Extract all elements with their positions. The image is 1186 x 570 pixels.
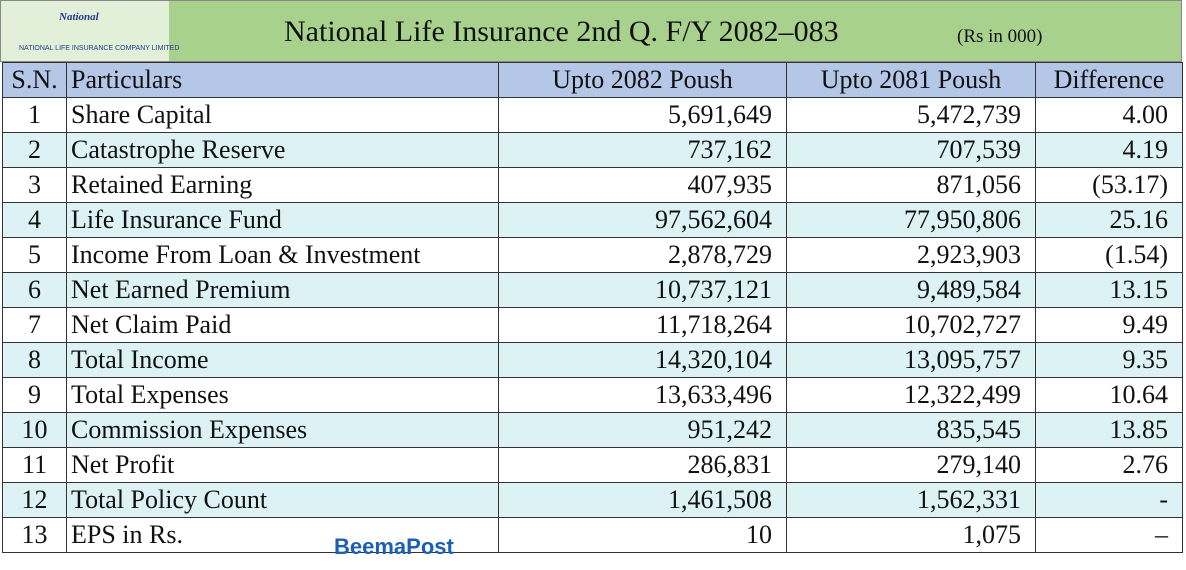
cell: 11 bbox=[2, 447, 67, 483]
cell: - bbox=[1035, 482, 1183, 518]
cell: (1.54) bbox=[1035, 237, 1183, 273]
cell: Retained Earning bbox=[66, 167, 499, 203]
cell: 737,162 bbox=[498, 132, 787, 168]
table-row: 12 Total Policy Count 1,461,508 1,562,331- bbox=[2, 482, 1183, 518]
logo: National NATIONAL LIFE INSURANCE COMPANY… bbox=[1, 1, 179, 61]
cell: 4.19 bbox=[1035, 132, 1183, 168]
cell: 1,562,331 bbox=[786, 482, 1036, 518]
cell: 2,923,903 bbox=[786, 237, 1036, 273]
header-row: S.N. Particulars Upto 2082 Poush Upto 2081 … bbox=[2, 62, 1183, 98]
cell: 13 bbox=[2, 517, 67, 553]
cell: 13,095,757 bbox=[786, 342, 1036, 378]
cell: 12 bbox=[2, 482, 67, 518]
cell: Commission Expenses bbox=[66, 412, 499, 448]
cell: 9,489,584 bbox=[786, 272, 1036, 308]
cell: 9.49 bbox=[1035, 307, 1183, 343]
cell: 5 bbox=[2, 237, 67, 273]
header: National NATIONAL LIFE INSURANCE COMPANY… bbox=[0, 0, 1182, 62]
cell: 286,831 bbox=[498, 447, 787, 483]
cell: (53.17) bbox=[1035, 167, 1183, 203]
column-header: Upto 2082 Poush bbox=[498, 62, 787, 98]
cell: 10 bbox=[498, 517, 787, 553]
cell: 835,545 bbox=[786, 412, 1036, 448]
cell: Total Policy Count bbox=[66, 482, 499, 518]
cell: 5,691,649 bbox=[498, 97, 787, 133]
column-header: Particulars bbox=[66, 62, 499, 98]
cell: 9.35 bbox=[1035, 342, 1183, 378]
cell: 10.64 bbox=[1035, 377, 1183, 413]
cell: 11,718,264 bbox=[498, 307, 787, 343]
cell: 77,950,806 bbox=[786, 202, 1036, 238]
cell: 25.16 bbox=[1035, 202, 1183, 238]
cell: 279,140 bbox=[786, 447, 1036, 483]
cell: Net Claim Paid bbox=[66, 307, 499, 343]
cell: 4 bbox=[2, 202, 67, 238]
title: National Life Insurance 2nd Q. F/Y 2082–… bbox=[284, 15, 839, 48]
table-row: 10 Commission Expenses 951,242 835,545 13.85 bbox=[2, 412, 1183, 448]
logo-text: NATIONAL LIFE INSURANCE COMPANY LIMITED bbox=[19, 45, 180, 52]
cell: Share Capital bbox=[66, 97, 499, 133]
cell: 13.85 bbox=[1035, 412, 1183, 448]
cell: Catastrophe Reserve bbox=[66, 132, 499, 168]
cell: 1,075 bbox=[786, 517, 1036, 553]
logo-name: National bbox=[59, 11, 99, 23]
cell: 1 bbox=[2, 97, 67, 133]
watermark: BeemaPost bbox=[334, 534, 454, 559]
cell: 12,322,499 bbox=[786, 377, 1036, 413]
table-row: 4 Life Insurance Fund 97,562,604 77,950,806… bbox=[2, 202, 1183, 238]
cell: Net Earned Premium bbox=[66, 272, 499, 308]
cell: 14,320,104 bbox=[498, 342, 787, 378]
cell: 10,702,727 bbox=[786, 307, 1036, 343]
cell: 3 bbox=[2, 167, 67, 203]
cell: 97,562,604 bbox=[498, 202, 787, 238]
cell: Total Income bbox=[66, 342, 499, 378]
cell: 10 bbox=[2, 412, 67, 448]
cell: 2 bbox=[2, 132, 67, 168]
table-row: 8 Total Income 14,320,104 13,095,757 9.35 bbox=[2, 342, 1183, 378]
cell: – bbox=[1035, 517, 1183, 553]
column-header: Upto 2081 Poush bbox=[786, 62, 1036, 98]
table-row: 3 Retained Earning 407,935 871,056 (53.17) bbox=[2, 167, 1183, 203]
table-row: 13 EPS in Rs. 10 1,075– bbox=[2, 517, 1183, 553]
cell: 5,472,739 bbox=[786, 97, 1036, 133]
cell: 9 bbox=[2, 377, 67, 413]
cell: Net Profit bbox=[66, 447, 499, 483]
table-row: 6 Net Earned Premium 10,737,121 9,489,584 13… bbox=[2, 272, 1183, 308]
cell: 407,935 bbox=[498, 167, 787, 203]
column-header: Difference bbox=[1035, 62, 1183, 98]
cell: 2.76 bbox=[1035, 447, 1183, 483]
table-row: 5 Income From Loan & Investment 2,878,729 2… bbox=[2, 237, 1183, 273]
cell: 951,242 bbox=[498, 412, 787, 448]
unit: (Rs in 000) bbox=[957, 26, 1043, 47]
cell: EPS in Rs. bbox=[66, 517, 499, 553]
cell: 6 bbox=[2, 272, 67, 308]
table-row: 9 Total Expenses 13,633,496 12,322,499 10.64 bbox=[2, 377, 1183, 413]
cell: 7 bbox=[2, 307, 67, 343]
cell: 8 bbox=[2, 342, 67, 378]
cell: 13.15 bbox=[1035, 272, 1183, 308]
cell: 1,461,508 bbox=[498, 482, 787, 518]
table-row: 7 Net Claim Paid 11,718,264 10,702,727 9.49 bbox=[2, 307, 1183, 343]
cell: 10,737,121 bbox=[498, 272, 787, 308]
cell: 13,633,496 bbox=[498, 377, 787, 413]
table-row: 11 Net Profit 286,831 279,140 2.76 bbox=[2, 447, 1183, 483]
table-row: 2 Catastrophe Reserve 737,162 707,539 4.19 bbox=[2, 132, 1183, 168]
cell: 2,878,729 bbox=[498, 237, 787, 273]
table-body: 1 Share Capital 5,691,649 5,472,739 4.00 2 Cat… bbox=[2, 97, 1183, 553]
cell: Total Expenses bbox=[66, 377, 499, 413]
column-header: S.N. bbox=[2, 62, 67, 98]
cell: Income From Loan & Investment bbox=[66, 237, 499, 273]
cell: 4.00 bbox=[1035, 97, 1183, 133]
cell: 707,539 bbox=[786, 132, 1036, 168]
cell: Life Insurance Fund bbox=[66, 202, 499, 238]
table-row: 1 Share Capital 5,691,649 5,472,739 4.00 bbox=[2, 97, 1183, 133]
cell: 871,056 bbox=[786, 167, 1036, 203]
data-table: S.N. Particulars Upto 2082 Poush Upto 2081 … bbox=[2, 62, 1183, 553]
